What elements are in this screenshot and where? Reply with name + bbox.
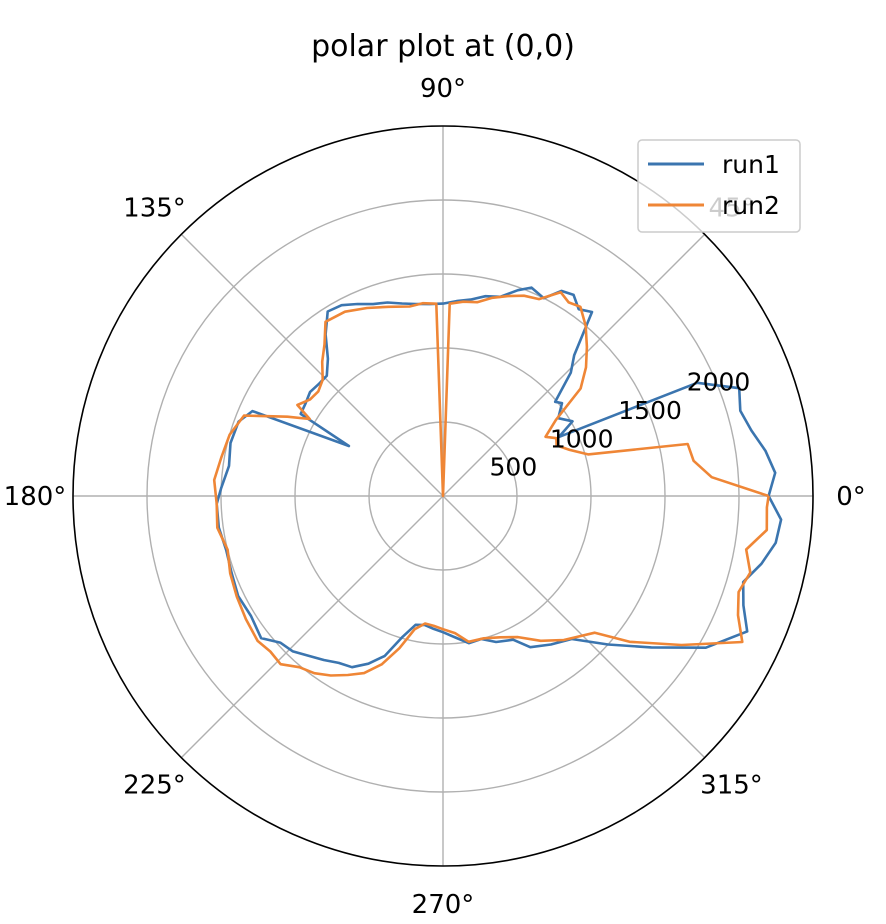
theta-tick-label: 225° [123,771,186,801]
legend-label-run2: run2 [722,191,780,220]
theta-tick-label: 135° [123,194,186,224]
r-tick-label: 500 [490,453,538,482]
grid-spoke [442,495,706,759]
grid [73,126,813,866]
grid-spoke [180,233,444,497]
r-tick-label: 2000 [687,368,751,397]
series-line-run2 [212,290,770,677]
grid-spoke [180,495,444,759]
theta-tick-label: 90° [420,74,466,104]
theta-tick-label: 0° [836,482,866,512]
grid-spoke [442,233,706,497]
legend-label-run1: run1 [722,150,780,179]
chart-title: polar plot at (0,0) [311,29,575,64]
polar-frame [72,125,814,867]
theta-tick-label: 315° [700,771,763,801]
series-lines [212,286,783,677]
theta-tick-label: 180° [4,482,67,512]
legend: run1 run2 [637,139,801,233]
series-line-run1 [215,286,783,669]
r-tick-label: 1500 [618,396,682,425]
r-tick-label: 1000 [550,424,614,453]
theta-tick-label: 270° [412,890,475,920]
